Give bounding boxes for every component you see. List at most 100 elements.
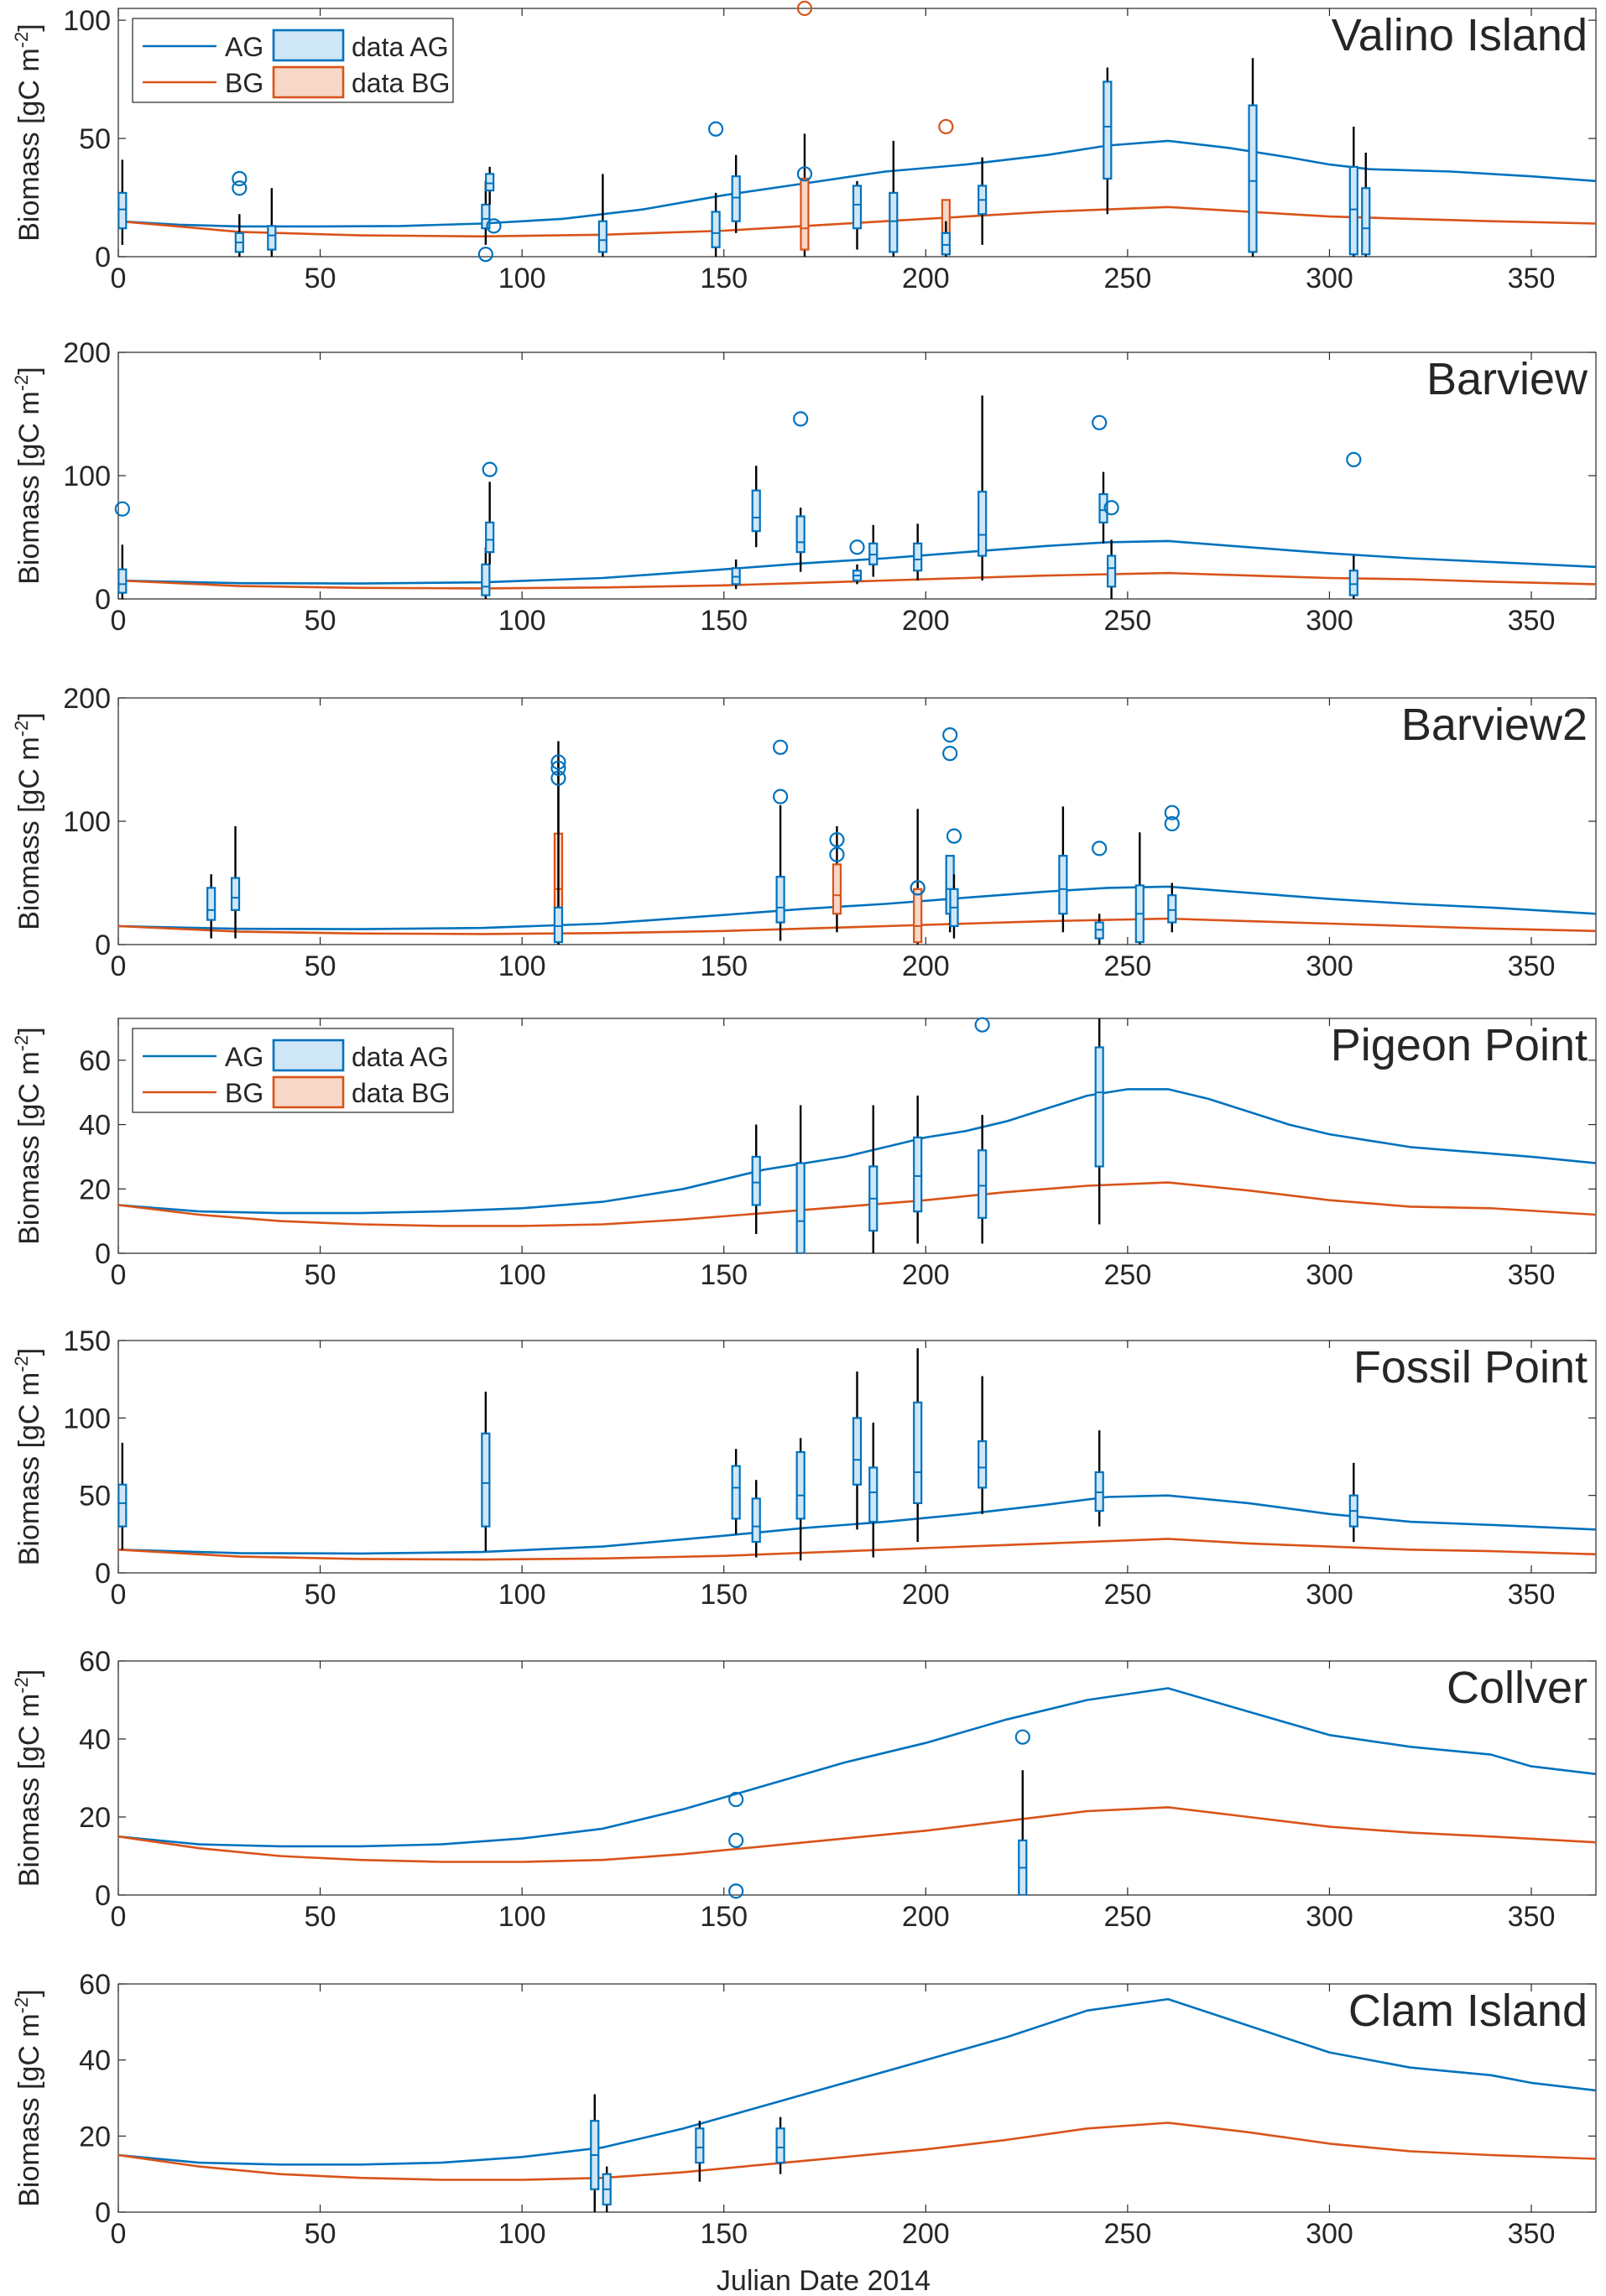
x-tick-label: 50 bbox=[305, 1901, 336, 1933]
ag-outlier bbox=[1164, 815, 1180, 832]
box-body bbox=[118, 191, 128, 230]
x-tick-label: 100 bbox=[498, 263, 546, 294]
ag-data-box bbox=[868, 524, 879, 577]
ag-data-box bbox=[1103, 67, 1113, 215]
x-tick-label: 300 bbox=[1306, 605, 1353, 637]
x-tick-label: 350 bbox=[1508, 605, 1556, 637]
ag-data-box bbox=[1167, 882, 1177, 933]
x-tick-label: 0 bbox=[111, 1901, 127, 1933]
box-body bbox=[751, 1155, 761, 1206]
x-tick-label: 300 bbox=[1306, 1579, 1353, 1611]
y-tick-label: 200 bbox=[63, 683, 111, 715]
ag-outlier bbox=[974, 1017, 990, 1033]
x-tick-label: 50 bbox=[305, 950, 336, 982]
x-tick-label: 100 bbox=[498, 1901, 546, 1933]
ag-data-box bbox=[795, 1105, 806, 1253]
legend-ag-label: AG bbox=[225, 32, 263, 62]
box-body bbox=[731, 175, 741, 222]
ag-outlier bbox=[942, 726, 958, 743]
box-body bbox=[230, 877, 241, 911]
x-tick-label: 350 bbox=[1508, 263, 1556, 294]
ag-data-box bbox=[1248, 58, 1258, 257]
y-tick-label: 60 bbox=[79, 1969, 111, 2001]
x-tick-label: 350 bbox=[1508, 2218, 1556, 2250]
legend: AG BG data AG data BG bbox=[132, 1028, 454, 1113]
box-body bbox=[913, 1401, 923, 1505]
x-tick-label: 0 bbox=[111, 2218, 127, 2250]
x-tick-label: 300 bbox=[1306, 2218, 1353, 2250]
ag-data-box bbox=[1058, 806, 1068, 933]
bg-data-box bbox=[913, 809, 923, 945]
y-tick-label: 0 bbox=[95, 2197, 111, 2229]
plot-area bbox=[118, 1997, 1596, 2212]
ag-outlier bbox=[772, 739, 789, 755]
ag-data-box bbox=[731, 559, 741, 590]
ag-data-box bbox=[118, 1442, 128, 1550]
x-tick-label: 50 bbox=[305, 263, 336, 294]
ag-outlier bbox=[1092, 841, 1108, 856]
box-body bbox=[206, 887, 216, 921]
x-tick-label: 150 bbox=[700, 263, 748, 294]
ag-data-box bbox=[978, 1115, 988, 1244]
ag-outlier bbox=[910, 880, 926, 896]
y-tick-label: 150 bbox=[63, 1325, 111, 1357]
x-tick-label: 300 bbox=[1306, 950, 1353, 982]
ag-data-box bbox=[230, 825, 241, 939]
box-body bbox=[1248, 104, 1258, 253]
ag-data-box bbox=[481, 547, 491, 599]
x-tick-label: 300 bbox=[1306, 1901, 1353, 1933]
ag-data-box bbox=[485, 482, 495, 565]
box-body bbox=[775, 876, 785, 924]
ag-data-box bbox=[602, 2166, 612, 2212]
ag-outlier bbox=[793, 411, 809, 427]
box-body bbox=[485, 173, 495, 192]
ag-data-box bbox=[795, 1438, 806, 1561]
x-tick-label: 50 bbox=[305, 2218, 336, 2250]
x-tick-label: 200 bbox=[902, 263, 950, 294]
bg-data-box bbox=[800, 133, 810, 257]
ag-outlier bbox=[1164, 804, 1180, 820]
bg-model-line bbox=[118, 571, 1596, 590]
ag-outlier bbox=[486, 218, 502, 234]
y-tick-label: 50 bbox=[79, 123, 111, 155]
x-tick-label: 300 bbox=[1306, 1259, 1353, 1291]
box-body bbox=[267, 225, 277, 251]
box-body bbox=[978, 1149, 988, 1219]
ag-data-box bbox=[1134, 832, 1145, 945]
site-title: Collver bbox=[1447, 1663, 1588, 1713]
y-tick-label: 200 bbox=[63, 337, 111, 369]
x-axis-label: Julian Date 2014 bbox=[717, 2265, 931, 2296]
ag-data-box bbox=[597, 174, 607, 257]
legend-data-ag-swatch bbox=[272, 29, 345, 62]
legend: AG BG data AG data BG bbox=[132, 18, 454, 103]
bg-outlier bbox=[938, 118, 954, 135]
box-body bbox=[481, 1432, 491, 1528]
y-tick-label: 0 bbox=[95, 584, 111, 616]
ag-data-box bbox=[206, 874, 216, 939]
y-tick-label: 20 bbox=[79, 1802, 111, 1834]
ag-outlier bbox=[728, 1832, 744, 1848]
plot-area bbox=[118, 58, 1596, 257]
x-tick-label: 250 bbox=[1104, 1579, 1152, 1611]
ag-outlier bbox=[477, 247, 493, 263]
ag-model-line bbox=[118, 1687, 1596, 1848]
ag-outlier bbox=[772, 789, 789, 804]
ag-outlier bbox=[114, 501, 130, 517]
x-tick-label: 0 bbox=[111, 1259, 127, 1291]
y-tick-label: 0 bbox=[95, 1558, 111, 1590]
y-axis-label: Biomass [gC m-2] bbox=[11, 23, 45, 242]
ag-data-box bbox=[485, 166, 495, 205]
ag-outlier bbox=[829, 846, 845, 862]
ag-data-box bbox=[852, 180, 863, 250]
y-tick-label: 40 bbox=[79, 2045, 111, 2077]
x-tick-label: 350 bbox=[1508, 1901, 1556, 1933]
axes-box bbox=[117, 697, 1597, 945]
ag-data-box bbox=[118, 159, 128, 245]
y-tick-label: 60 bbox=[79, 1045, 111, 1077]
ag-outlier bbox=[1014, 1729, 1030, 1745]
ag-data-box bbox=[481, 1391, 491, 1552]
ag-outlier bbox=[482, 461, 498, 477]
box-body bbox=[1107, 554, 1117, 588]
ag-data-box bbox=[267, 188, 277, 257]
box-body bbox=[941, 232, 951, 256]
